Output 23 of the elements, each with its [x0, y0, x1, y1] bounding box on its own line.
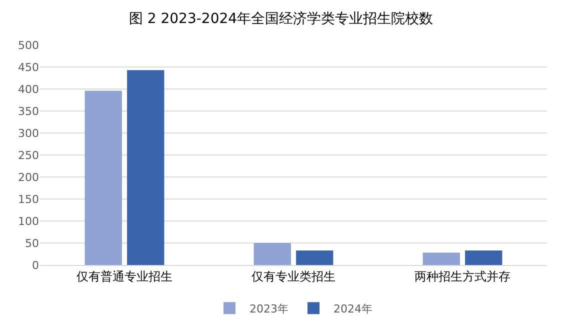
y-tick-label: 0: [32, 258, 39, 272]
bar: [254, 243, 291, 265]
x-tick-label: 两种招生方式并存: [414, 269, 510, 284]
x-tick-label: 仅有普通专业招生: [76, 269, 172, 284]
y-tick-label: 50: [25, 236, 39, 250]
y-tick-label: 150: [18, 192, 39, 206]
chart-title: 图 2 2023-2024年全国经济学类专业招生院校数: [128, 11, 434, 28]
y-tick-label: 400: [18, 82, 39, 96]
bar: [422, 252, 460, 265]
bar: [465, 250, 502, 265]
x-tick-label: 仅有专业类招生: [252, 269, 336, 284]
y-tick-label: 350: [18, 104, 39, 118]
y-tick-label: 100: [18, 214, 39, 228]
y-tick-label: 200: [18, 170, 39, 184]
bar: [127, 70, 164, 265]
y-tick-label: 450: [18, 60, 39, 74]
legend-label: 2023年: [250, 302, 288, 316]
y-tick-label: 500: [18, 38, 39, 52]
y-tick-label: 300: [18, 126, 39, 140]
y-tick-label: 250: [18, 148, 39, 162]
legend-label: 2024年: [334, 302, 372, 316]
bar: [296, 250, 334, 265]
bar: [84, 90, 122, 265]
